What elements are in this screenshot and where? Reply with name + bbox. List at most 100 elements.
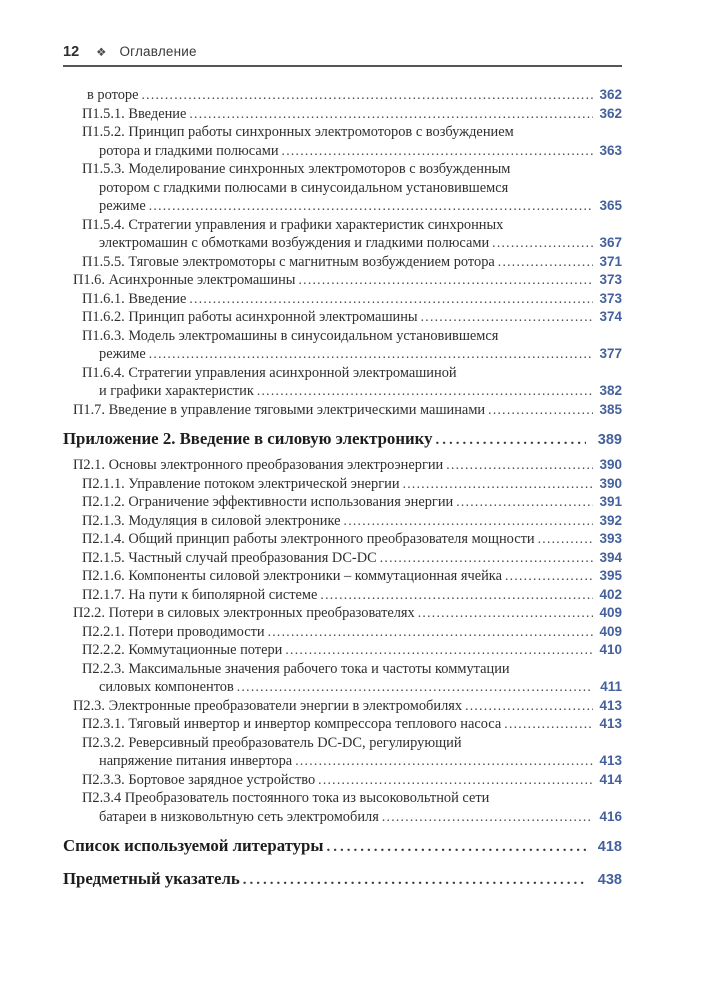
toc-entry-text: П1.6.2. Принцип работы асинхронной элект… bbox=[82, 309, 418, 325]
dot-leader bbox=[149, 197, 593, 216]
toc-entry-text: в роторе bbox=[87, 87, 139, 103]
toc-entry: П2.2. Потери в силовых электронных преоб… bbox=[63, 604, 622, 623]
toc-page-number: 411 bbox=[600, 679, 622, 694]
toc-entry-text: напряжение питания инвертора bbox=[99, 753, 293, 769]
toc-entry-text: режиме bbox=[99, 346, 146, 362]
dot-leader bbox=[465, 697, 593, 716]
dot-leader bbox=[327, 835, 587, 859]
toc-page-number: 416 bbox=[599, 808, 622, 824]
toc-page-number: 392 bbox=[599, 512, 622, 528]
dot-leader bbox=[243, 868, 586, 892]
dot-leader bbox=[282, 142, 593, 161]
dot-leader bbox=[421, 308, 593, 327]
toc-entry-text: П1.6.3. Модель электромашины в синусоида… bbox=[82, 327, 499, 344]
toc-entry-text: П2.1.5. Частный случай преобразования DC… bbox=[82, 549, 377, 566]
dot-leader bbox=[403, 475, 593, 494]
toc-entry-text: П2.2.3. Максимальные значения рабочего т… bbox=[82, 660, 510, 677]
toc-entry-text: П1.6. Асинхронные электромашины bbox=[73, 272, 296, 288]
toc-page-number: 371 bbox=[599, 253, 622, 269]
toc-entry: в роторе 362 bbox=[63, 86, 622, 105]
toc-page-number: 373 bbox=[599, 290, 622, 306]
toc-entry: Список используемой литературы 418 bbox=[63, 834, 622, 859]
toc-page-number: 394 bbox=[599, 549, 622, 565]
toc-entry-text: Список используемой литературы bbox=[63, 836, 324, 855]
dot-leader bbox=[189, 105, 593, 124]
toc-page-number: 382 bbox=[599, 383, 622, 398]
header-rule bbox=[63, 65, 622, 67]
toc-entry: П1.6.1. Введение 373 bbox=[63, 290, 622, 309]
dot-leader bbox=[418, 604, 593, 623]
toc-entry-text: П1.5.1. Введение bbox=[82, 105, 187, 122]
toc-entry: Приложение 2. Введение в силовую электро… bbox=[63, 427, 622, 452]
toc-page-number: 363 bbox=[599, 142, 622, 158]
toc-entry: П2.1.2. Ограничение эффективности исполь… bbox=[63, 493, 622, 512]
toc-page-number: 390 bbox=[599, 457, 622, 472]
toc-entry-text: батареи в низковольтную сеть электромоби… bbox=[99, 808, 379, 825]
toc-entry-text: П2.2. Потери в силовых электронных преоб… bbox=[73, 605, 415, 621]
toc-entry: П2.1.6. Компоненты силовой электроники –… bbox=[63, 567, 622, 586]
toc-entry-text: П2.1.6. Компоненты силовой электроники –… bbox=[82, 568, 502, 584]
toc-entry-text: и графики характеристик bbox=[99, 383, 254, 399]
toc-entry: П1.5.3. Моделирование синхронных электро… bbox=[63, 160, 622, 216]
dot-leader bbox=[488, 401, 593, 420]
toc-page-number: 367 bbox=[599, 235, 622, 250]
toc-entry-text: П2.3.3. Бортовое зарядное устройство bbox=[82, 771, 316, 788]
toc-list: в роторе 362 П1.5.1. Введение 362 П1.5.2. Пр… bbox=[63, 86, 622, 892]
dot-leader bbox=[435, 428, 586, 452]
toc-page-number: 393 bbox=[599, 531, 622, 546]
toc-entry-text: П1.5.3. Моделирование синхронных электро… bbox=[82, 161, 511, 177]
toc-entry-text: П2.2.1. Потери проводимости bbox=[82, 623, 265, 640]
toc-page-number: 418 bbox=[597, 839, 622, 855]
toc-page-number: 410 bbox=[599, 642, 622, 657]
toc-entry-text: П2.1.3. Модуляция в силовой электронике bbox=[82, 512, 341, 529]
toc-page-number: 391 bbox=[599, 494, 622, 509]
toc-page-number: 362 bbox=[599, 105, 622, 121]
toc-entry: П2.3.1. Тяговый инвертор и инвертор комп… bbox=[63, 715, 622, 734]
dot-leader bbox=[298, 271, 593, 290]
toc-entry: П2.3.4 Преобразователь постоянного тока … bbox=[63, 789, 622, 826]
toc-entry-text: П2.2.2. Коммутационные потери bbox=[82, 642, 283, 658]
toc-entry: П1.6.3. Модель электромашины в синусоида… bbox=[63, 327, 622, 364]
toc-entry-text: Приложение 2. Введение в силовую электро… bbox=[63, 429, 433, 448]
toc-entry-text: П2.3.2. Реверсивный преобразователь DC-D… bbox=[82, 734, 462, 751]
toc-entry: П2.2.2. Коммутационные потери 410 bbox=[63, 641, 622, 660]
toc-entry: П1.5.1. Введение 362 bbox=[63, 105, 622, 124]
dot-leader bbox=[456, 493, 593, 512]
toc-page-number: 390 bbox=[599, 475, 622, 491]
toc-entry-text: Предметный указатель bbox=[63, 869, 240, 888]
toc-entry: П2.2.1. Потери проводимости 409 bbox=[63, 623, 622, 642]
toc-entry-text: силовых компонентов bbox=[99, 679, 234, 695]
toc-page-number: 373 bbox=[599, 272, 622, 287]
toc-entry: П2.3. Электронные преобразователи энерги… bbox=[63, 697, 622, 716]
toc-entry-text: ротора и гладкими полюсами bbox=[99, 142, 279, 159]
toc-entry-text: П2.1.7. На пути к биполярной системе bbox=[82, 586, 318, 603]
toc-entry: П1.6. Асинхронные электромашины 373 bbox=[63, 271, 622, 290]
toc-entry-text: П2.1.1. Управление потоком электрической… bbox=[82, 475, 400, 492]
toc-entry: П1.6.2. Принцип работы асинхронной элект… bbox=[63, 308, 622, 327]
dot-leader bbox=[320, 586, 593, 605]
toc-entry-text: режиме bbox=[99, 198, 146, 214]
dot-leader bbox=[380, 549, 593, 568]
toc-entry: П2.1.1. Управление потоком электрической… bbox=[63, 475, 622, 494]
toc-entry: П2.1.3. Модуляция в силовой электронике 3… bbox=[63, 512, 622, 531]
toc-page-number: 395 bbox=[599, 568, 622, 583]
dot-leader bbox=[149, 345, 593, 364]
toc-page-number: 389 bbox=[597, 432, 622, 448]
toc-page-number: 413 bbox=[599, 753, 622, 768]
dot-leader bbox=[257, 382, 593, 401]
toc-entry: П1.6.4. Стратегии управления асинхронной… bbox=[63, 364, 622, 401]
dot-leader bbox=[492, 234, 593, 253]
toc-entry: П1.5.2. Принцип работы синхронных электр… bbox=[63, 123, 622, 160]
dot-leader bbox=[446, 456, 593, 475]
toc-page-number: 362 bbox=[599, 87, 622, 102]
header-page-number: 12 bbox=[63, 44, 80, 60]
toc-entry-text: П1.6.1. Введение bbox=[82, 290, 187, 307]
toc-entry: П1.5.4. Стратегии управления и графики х… bbox=[63, 216, 622, 253]
toc-page-number: 414 bbox=[599, 771, 622, 787]
toc-entry: П1.7. Введение в управление тяговыми эле… bbox=[63, 401, 622, 420]
toc-page-number: 409 bbox=[599, 605, 622, 620]
dot-leader bbox=[141, 86, 593, 105]
toc-entry: П2.1.5. Частный случай преобразования DC… bbox=[63, 549, 622, 568]
toc-entry: П2.3.3. Бортовое зарядное устройство 414 bbox=[63, 771, 622, 790]
dot-leader bbox=[498, 253, 593, 272]
